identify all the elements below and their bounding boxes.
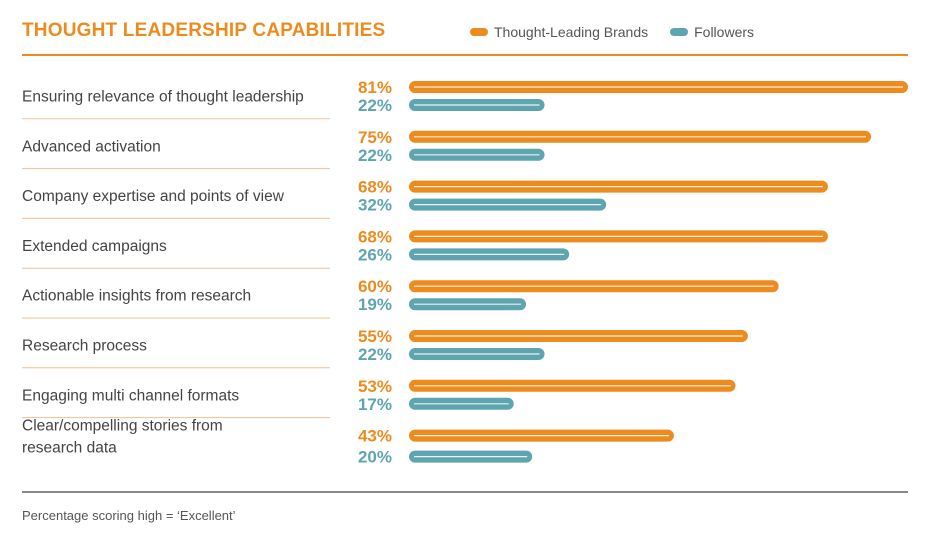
value-label-thought-leading-brands-7: 53% <box>358 377 392 396</box>
category-label-engaging-multi-channel-formats: Engaging multi channel formats <box>22 387 239 404</box>
value-label-thought-leading-brands-1: 81% <box>358 78 392 97</box>
value-label-followers-1: 22% <box>358 96 392 115</box>
category-label-clear-compelling-stories-from-research-data: Clear/compelling stories from research da… <box>22 418 223 457</box>
legend: Thought-Leading Brands Followers <box>470 24 776 40</box>
legend-item-thought-leading-brands: Thought-Leading Brands <box>470 24 648 40</box>
category-label-company-expertise-and-points-of-view: Company expertise and points of view <box>22 188 285 205</box>
value-label-thought-leading-brands-6: 55% <box>358 327 392 346</box>
value-label-followers-6: 22% <box>358 345 392 364</box>
value-label-followers-5: 19% <box>358 295 392 314</box>
legend-label-thought-leading-brands: Thought-Leading Brands <box>494 24 649 40</box>
legend-item-followers: Followers <box>670 24 754 40</box>
value-label-followers-8: 20% <box>358 448 392 467</box>
footer-divider <box>22 491 908 493</box>
category-label-ensuring-relevance-of-thought-leadership: Ensuring relevance of thought leadership <box>22 89 304 106</box>
category-label-line: research data <box>22 440 117 457</box>
value-label-thought-leading-brands-4: 68% <box>358 227 392 246</box>
value-label-thought-leading-brands-5: 60% <box>358 277 392 296</box>
header-divider <box>22 54 908 56</box>
value-label-followers-2: 22% <box>358 146 392 165</box>
value-label-followers-7: 17% <box>358 395 392 414</box>
legend-swatch-followers <box>670 28 689 36</box>
legend-swatch-thought-leading-brands <box>470 28 488 36</box>
category-label-actionable-insights-from-research: Actionable insights from research <box>22 288 251 305</box>
value-label-followers-4: 26% <box>358 245 392 264</box>
category-label-advanced-activation: Advanced activation <box>22 138 161 155</box>
chart-title: THOUGHT LEADERSHIP CAPABILITIES <box>22 20 386 41</box>
value-label-thought-leading-brands-3: 68% <box>358 178 392 197</box>
category-label-extended-campaigns: Extended campaigns <box>22 238 167 255</box>
value-label-followers-3: 32% <box>358 196 392 215</box>
value-label-thought-leading-brands-2: 75% <box>358 128 392 147</box>
category-label-line: Clear/compelling stories from <box>22 418 223 435</box>
category-label-research-process: Research process <box>22 338 147 355</box>
legend-label-followers: Followers <box>694 24 755 40</box>
value-label-thought-leading-brands-8: 43% <box>358 427 392 446</box>
footnote: Percentage scoring high = ‘Excellent’ <box>22 508 236 523</box>
